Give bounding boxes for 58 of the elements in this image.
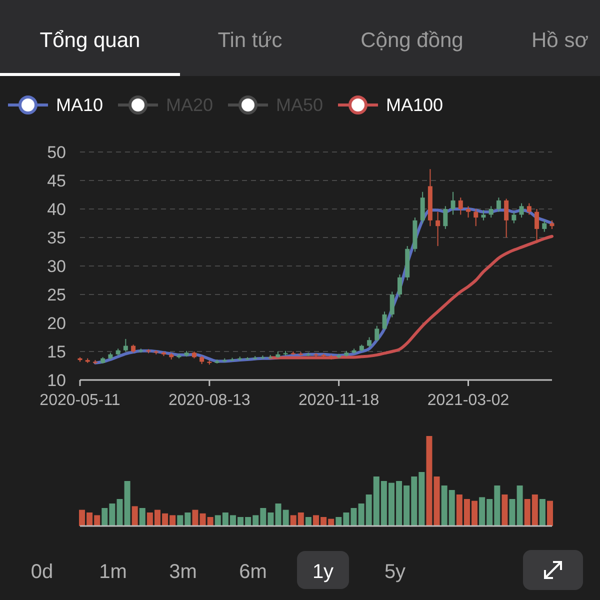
y-tick-label: 35 bbox=[47, 228, 66, 248]
candlestick bbox=[436, 211, 440, 247]
candlestick bbox=[526, 202, 532, 216]
candlestick bbox=[481, 210, 486, 221]
y-tick-label: 40 bbox=[47, 200, 66, 219]
bar bbox=[192, 510, 198, 526]
bar bbox=[305, 517, 312, 526]
text: 1m bbox=[99, 561, 127, 583]
bar bbox=[139, 508, 146, 526]
text: Tin tức bbox=[218, 29, 282, 52]
candlestick bbox=[420, 191, 425, 224]
bar bbox=[547, 500, 553, 526]
candlestick bbox=[443, 206, 448, 230]
text: 5y bbox=[384, 561, 406, 583]
text: 3m bbox=[169, 561, 197, 583]
candlestick bbox=[450, 191, 456, 216]
candlestick bbox=[382, 311, 387, 330]
candlestick bbox=[474, 208, 478, 227]
y-tick-label: 30 bbox=[47, 257, 66, 276]
candlestick bbox=[504, 198, 509, 238]
x-tick-label: 2020-08-13 bbox=[168, 392, 250, 409]
candlestick bbox=[542, 220, 547, 232]
text: 6m bbox=[239, 561, 267, 583]
candlestick bbox=[496, 197, 501, 212]
candlestick bbox=[519, 202, 524, 218]
text: Cộng đồng bbox=[360, 29, 464, 52]
candlestick bbox=[534, 208, 540, 244]
candlestick bbox=[123, 338, 128, 352]
y-tick-label: 10 bbox=[47, 371, 66, 390]
x-tick-label: 2020-11-18 bbox=[298, 392, 380, 409]
y-tick-label: 15 bbox=[47, 342, 66, 362]
text: Tổng quan bbox=[40, 29, 140, 52]
y-tick-label: 50 bbox=[47, 143, 66, 162]
candlestick bbox=[390, 291, 394, 318]
legend-label: MA100 bbox=[386, 95, 444, 115]
bar bbox=[426, 436, 432, 526]
text: 0d bbox=[30, 561, 54, 583]
line-series bbox=[268, 234, 554, 360]
bar bbox=[434, 476, 440, 526]
y-tick-label: 45 bbox=[47, 172, 66, 190]
x-tick-label: 2021-03-02 bbox=[427, 392, 510, 409]
bar bbox=[539, 499, 546, 526]
candlestick bbox=[488, 206, 494, 218]
legend-label: MA10 bbox=[56, 95, 104, 115]
bar bbox=[124, 481, 130, 526]
bar bbox=[502, 494, 508, 526]
text: Hồ sơ bbox=[532, 29, 589, 52]
candlestick bbox=[374, 325, 380, 342]
candlestick bbox=[397, 274, 402, 298]
candlestick bbox=[367, 336, 372, 348]
text: 1y bbox=[312, 561, 334, 583]
candlestick bbox=[466, 206, 471, 218]
candlestick bbox=[458, 197, 463, 216]
bar bbox=[132, 506, 138, 526]
y-tick-label: 20 bbox=[47, 314, 66, 333]
x-tick-label: 2020-05-11 bbox=[40, 392, 120, 409]
y-tick-label: 25 bbox=[47, 286, 66, 304]
candlestick bbox=[512, 211, 516, 224]
